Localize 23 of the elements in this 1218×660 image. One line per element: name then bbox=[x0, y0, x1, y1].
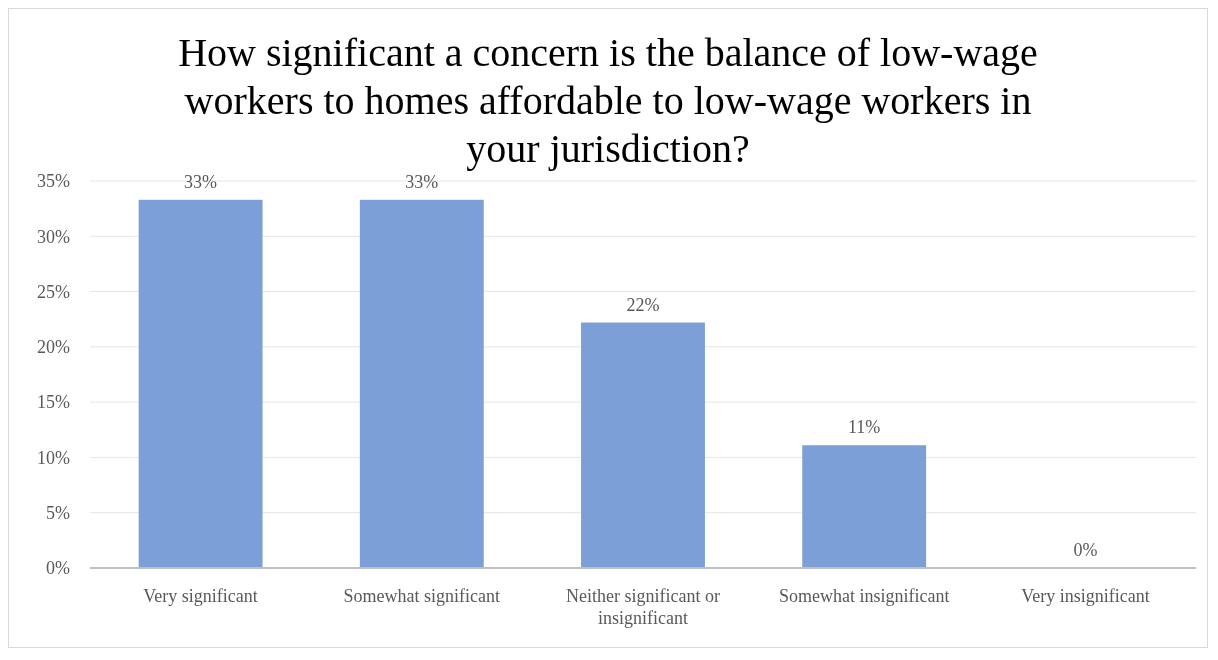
y-tick-label: 15% bbox=[37, 392, 70, 413]
y-tick-label: 35% bbox=[37, 171, 70, 192]
y-tick-label: 30% bbox=[37, 226, 70, 247]
bar bbox=[138, 199, 263, 568]
x-tick-label: Very significant bbox=[143, 586, 258, 606]
y-tick-label: 10% bbox=[37, 447, 70, 468]
data-label: 0% bbox=[1073, 540, 1098, 560]
data-label: 33% bbox=[405, 171, 439, 192]
x-tick-label: Neither significant or insignificant bbox=[566, 586, 720, 628]
bar bbox=[359, 199, 484, 568]
y-tick-label: 20% bbox=[37, 337, 70, 358]
x-tick-label: Somewhat insignificant bbox=[778, 586, 950, 606]
data-label: 33% bbox=[184, 171, 218, 192]
y-tick-label: 0% bbox=[46, 558, 70, 579]
bar bbox=[802, 445, 927, 568]
y-tick-label: 5% bbox=[46, 503, 70, 524]
y-tick-label: 25% bbox=[37, 281, 70, 302]
x-tick-label: Very insignificant bbox=[1021, 586, 1150, 606]
data-label: 11% bbox=[848, 417, 881, 438]
bar bbox=[581, 322, 705, 568]
x-tick-label: Somewhat significant bbox=[343, 586, 501, 606]
chart-title: How significant a concern is the balance of low-wage workers to homes affordable to low-wage workers in your jurisdiction? bbox=[178, 30, 1038, 171]
data-label: 22% bbox=[626, 294, 660, 315]
